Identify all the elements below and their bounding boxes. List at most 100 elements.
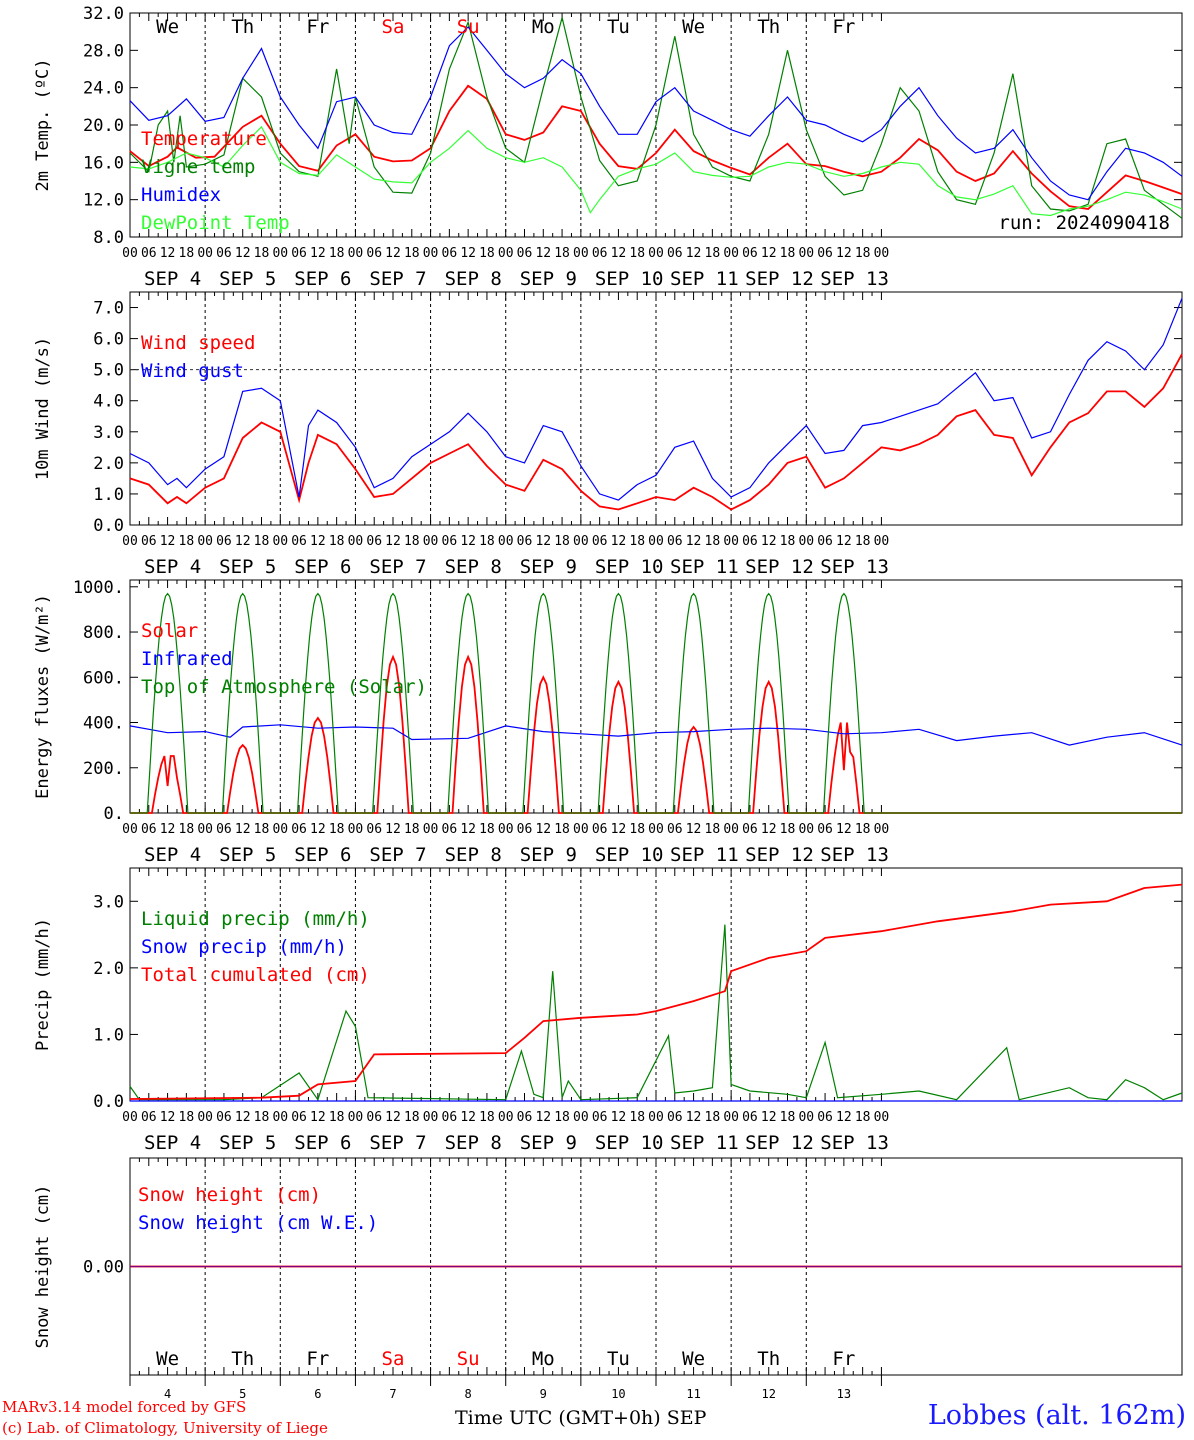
hour-tick-label: 12	[611, 246, 627, 261]
y-tick-label: 800.	[83, 623, 124, 643]
hour-tick-label: 00	[798, 1110, 814, 1125]
hour-tick-label: 06	[141, 534, 157, 549]
hour-tick-label: 18	[780, 1110, 796, 1125]
hour-tick-label: 12	[611, 534, 627, 549]
hour-tick-label: 18	[554, 1110, 570, 1125]
hour-tick-label: 06	[817, 246, 833, 261]
hour-tick-label: 00	[498, 822, 514, 837]
hour-tick-label: 18	[254, 1110, 270, 1125]
y-tick-label: 200.	[83, 759, 124, 779]
y-tick-label: 400.	[83, 714, 124, 734]
hour-tick-label: 06	[291, 1110, 307, 1125]
hour-tick-label: 00	[423, 1110, 439, 1125]
hour-tick-label: 06	[517, 534, 533, 549]
date-label: SEP 4	[144, 556, 201, 578]
hour-tick-label: 00	[874, 534, 890, 549]
series-line-wind-gust	[129, 297, 1183, 501]
hour-tick-label: 12	[611, 1110, 627, 1125]
y-tick-label: 1000.	[73, 578, 124, 598]
hour-tick-label: 12	[836, 1110, 852, 1125]
hour-tick-label: 00	[272, 822, 288, 837]
hour-tick-label: 12	[160, 534, 176, 549]
hour-tick-label: 00	[723, 822, 739, 837]
date-label: SEP 12	[745, 556, 814, 578]
hour-tick-label: 18	[329, 534, 345, 549]
hour-tick-label: 06	[366, 1110, 382, 1125]
hour-tick-label: 00	[272, 246, 288, 261]
series-line-humidex	[129, 26, 1183, 201]
weekday-label: Th	[757, 1348, 780, 1370]
weekday-label: Sa	[382, 16, 405, 38]
series-line-total-cumulated-cm-	[129, 883, 1183, 1100]
date-label: SEP 9	[520, 844, 577, 866]
weekday-label: We	[156, 16, 179, 38]
hour-tick-label: 18	[179, 1110, 195, 1125]
legend-entry: Temperature	[141, 128, 267, 150]
date-label: SEP 10	[595, 844, 664, 866]
weekday-label: Su	[457, 16, 480, 38]
hour-tick-label: 06	[742, 822, 758, 837]
y-tick-label: 7.0	[93, 299, 124, 319]
hour-tick-label: 18	[629, 534, 645, 549]
hour-tick-label: 00	[723, 534, 739, 549]
model-credit: MARv3.14 model forced by GFS	[2, 1398, 247, 1416]
hour-tick-label: 06	[216, 246, 232, 261]
date-label: SEP 10	[595, 268, 664, 290]
hour-tick-label: 06	[517, 246, 533, 261]
date-label: SEP 7	[369, 844, 426, 866]
y-axis-label: 10m Wind (m/s)	[33, 337, 53, 480]
legend-entry: Liquid precip (mm/h)	[141, 908, 370, 930]
hour-tick-label: 06	[366, 822, 382, 837]
date-label: SEP 4	[144, 268, 201, 290]
date-label: SEP 8	[445, 844, 502, 866]
hour-tick-label: 00	[648, 246, 664, 261]
date-label: SEP 12	[745, 844, 814, 866]
hour-tick-label: 00	[272, 1110, 288, 1125]
hour-tick-label: 12	[460, 1110, 476, 1125]
weekday-label: Mo	[532, 16, 555, 38]
hour-tick-label: 00	[197, 246, 213, 261]
weekday-label: Tu	[607, 16, 630, 38]
hour-tick-label: 06	[366, 534, 382, 549]
hour-tick-label: 18	[479, 1110, 495, 1125]
hour-tick-label: 12	[385, 1110, 401, 1125]
hour-tick-label: 06	[817, 822, 833, 837]
date-label: SEP 13	[820, 556, 889, 578]
legend-entry: Total cumulated (cm)	[141, 964, 370, 986]
hour-tick-label: 12	[535, 246, 551, 261]
date-label: SEP 13	[820, 844, 889, 866]
legend-entry: Humidex	[141, 184, 221, 206]
hour-tick-label: 18	[705, 534, 721, 549]
hour-tick-label: 18	[629, 246, 645, 261]
legend-entry: DewPoint Temp	[141, 212, 290, 234]
series-line-dewpoint-temp	[129, 125, 1183, 217]
legend-entry: Snow height (cm)	[138, 1184, 321, 1206]
y-tick-label: 3.0	[93, 423, 124, 443]
hour-tick-label: 12	[385, 822, 401, 837]
date-label: SEP 12	[745, 1132, 814, 1154]
hour-tick-label: 00	[498, 1110, 514, 1125]
hour-tick-label: 12	[611, 822, 627, 837]
hour-tick-label: 06	[592, 534, 608, 549]
panel-2	[129, 291, 1183, 526]
series-line-wind-speed	[129, 353, 1183, 511]
hour-tick-label: 00	[798, 822, 814, 837]
y-tick-label: 1.0	[93, 485, 124, 505]
hour-tick-label: 18	[329, 246, 345, 261]
legend-entry: Wind speed	[141, 332, 255, 354]
hour-tick-label: 12	[160, 822, 176, 837]
y-tick-label: 12.0	[83, 191, 124, 211]
weekday-label: We	[156, 1348, 179, 1370]
hour-tick-label: 18	[179, 534, 195, 549]
y-axis-label: 2m Temp. (ºC)	[33, 58, 53, 191]
hour-tick-label: 00	[573, 822, 589, 837]
hour-tick-label: 12	[310, 822, 326, 837]
hour-tick-label: 18	[780, 246, 796, 261]
y-tick-label: 0.00	[83, 1258, 124, 1278]
hour-tick-label: 06	[667, 822, 683, 837]
hour-tick-label: 12	[460, 246, 476, 261]
hour-tick-label: 18	[404, 822, 420, 837]
hour-tick-label: 06	[366, 246, 382, 261]
date-label: SEP 5	[219, 1132, 276, 1154]
panel-1	[129, 12, 1183, 238]
